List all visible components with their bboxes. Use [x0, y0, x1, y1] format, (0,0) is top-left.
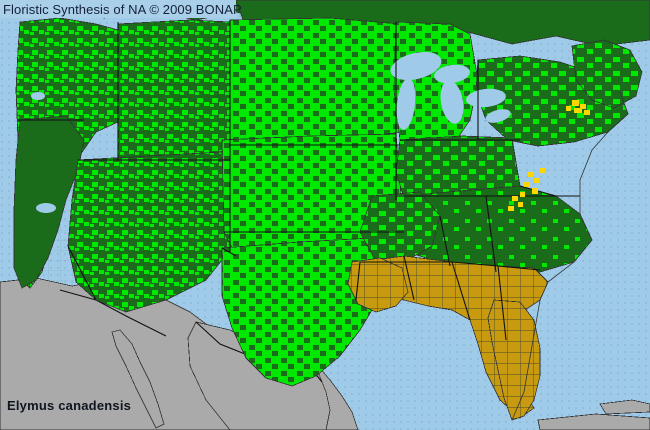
region-united-states [13, 17, 643, 421]
rare-counties-overlay [508, 100, 590, 211]
coastline [511, 91, 629, 421]
state-boundaries [18, 20, 580, 341]
map-title: Floristic Synthesis of NA © 2009 BONAP [3, 1, 242, 17]
species-name-label: Elymus canadensis [7, 398, 132, 413]
great-lakes [31, 51, 511, 213]
title-banner: Floristic Synthesis of NA © 2009 BONAP [0, 0, 242, 18]
